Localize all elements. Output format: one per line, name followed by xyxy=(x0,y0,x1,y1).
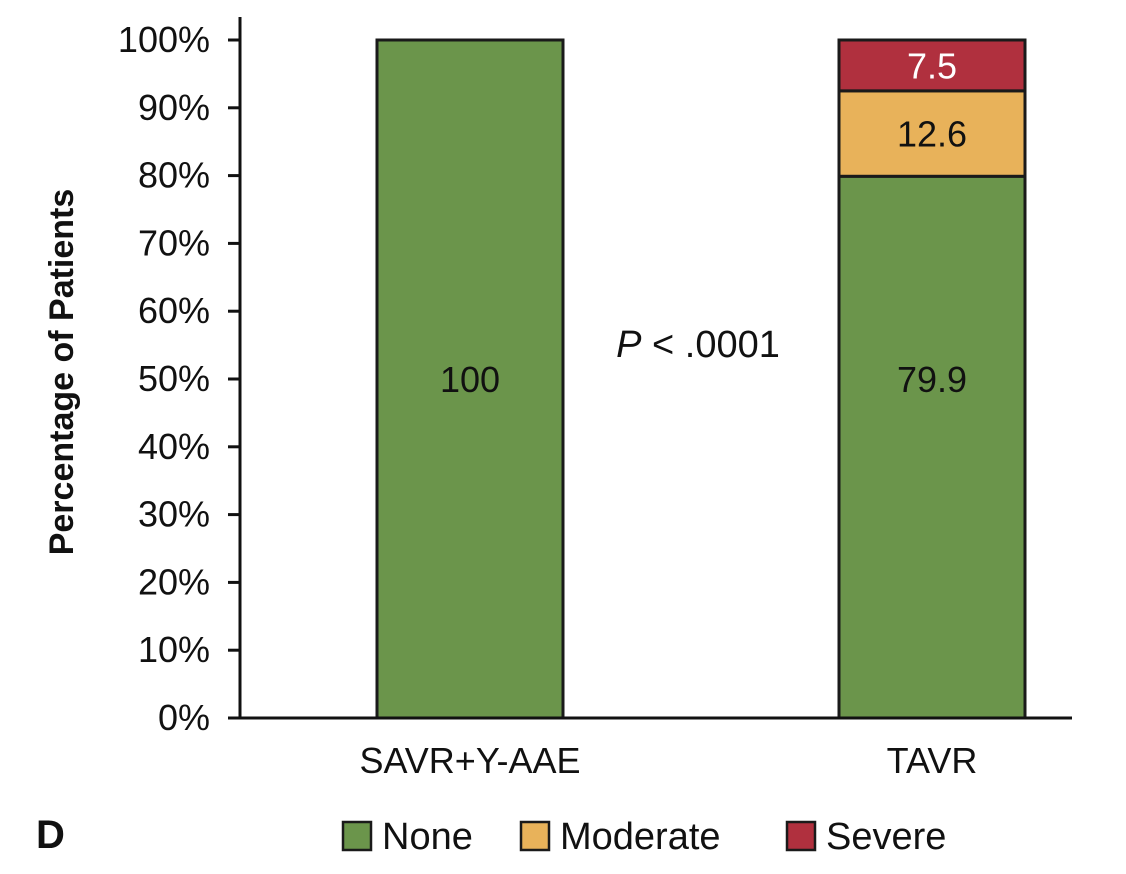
panel-label: D xyxy=(36,813,65,857)
legend-label-severe: Severe xyxy=(826,816,946,858)
y-axis-title: Percentage of Patients xyxy=(43,189,81,556)
p-value-italic: P xyxy=(616,324,642,366)
bars: 100 79.9 12.6 7.5 xyxy=(375,38,1027,720)
y-tick-label: 30% xyxy=(138,494,210,535)
axes xyxy=(238,17,1072,720)
bar-segment-moderate xyxy=(837,89,1027,178)
data-label: 79.9 xyxy=(897,359,967,400)
legend-swatch-moderate xyxy=(519,820,551,852)
p-value-annotation: P < .0001 xyxy=(616,324,780,366)
bar-segment-severe xyxy=(837,38,1027,93)
x-category-label: SAVR+Y-AAE xyxy=(359,740,580,781)
legend-label-moderate: Moderate xyxy=(560,816,721,858)
bar-segment-none xyxy=(837,174,1027,720)
legend-swatch-none xyxy=(341,820,373,852)
data-label: 12.6 xyxy=(897,114,967,155)
y-tick-label: 50% xyxy=(138,358,210,399)
x-category-label: TAVR xyxy=(887,740,978,781)
y-tick-label: 80% xyxy=(138,155,210,196)
y-tick-label: 10% xyxy=(138,629,210,670)
legend: None Moderate Severe xyxy=(341,816,946,858)
y-tick-label: 90% xyxy=(138,87,210,128)
x-axis-labels: SAVR+Y-AAE TAVR xyxy=(359,740,977,781)
y-tick-label: 60% xyxy=(138,290,210,331)
legend-label-none: None xyxy=(382,816,473,858)
y-tick-label: 0% xyxy=(158,697,210,738)
bar-segment-none xyxy=(375,38,565,720)
y-tick-label: 100% xyxy=(118,19,210,60)
legend-swatch-severe xyxy=(785,820,817,852)
y-tick-label: 20% xyxy=(138,561,210,602)
y-axis-ticks: 0% 10% 20% 30% 40% 50% 60% 70% 80% 90% 100% xyxy=(118,19,240,738)
data-label: 7.5 xyxy=(907,45,957,86)
p-value-rest: < .0001 xyxy=(641,324,779,366)
y-tick-label: 40% xyxy=(138,426,210,467)
data-label: 100 xyxy=(440,359,500,400)
y-tick-label: 70% xyxy=(138,222,210,263)
